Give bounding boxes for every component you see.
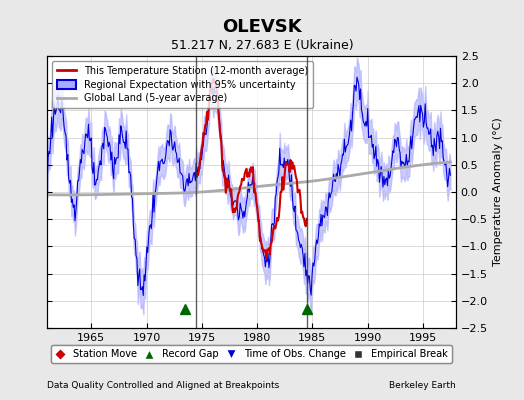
Y-axis label: Temperature Anomaly (°C): Temperature Anomaly (°C) (494, 118, 504, 266)
Legend: This Temperature Station (12-month average), Regional Expectation with 95% uncer: This Temperature Station (12-month avera… (52, 61, 313, 108)
Text: Data Quality Controlled and Aligned at Breakpoints: Data Quality Controlled and Aligned at B… (47, 381, 279, 390)
Text: Berkeley Earth: Berkeley Earth (389, 381, 456, 390)
Text: OLEVSK: OLEVSK (222, 18, 302, 36)
Legend: Station Move, Record Gap, Time of Obs. Change, Empirical Break: Station Move, Record Gap, Time of Obs. C… (51, 345, 452, 363)
Text: 51.217 N, 27.683 E (Ukraine): 51.217 N, 27.683 E (Ukraine) (171, 39, 353, 52)
